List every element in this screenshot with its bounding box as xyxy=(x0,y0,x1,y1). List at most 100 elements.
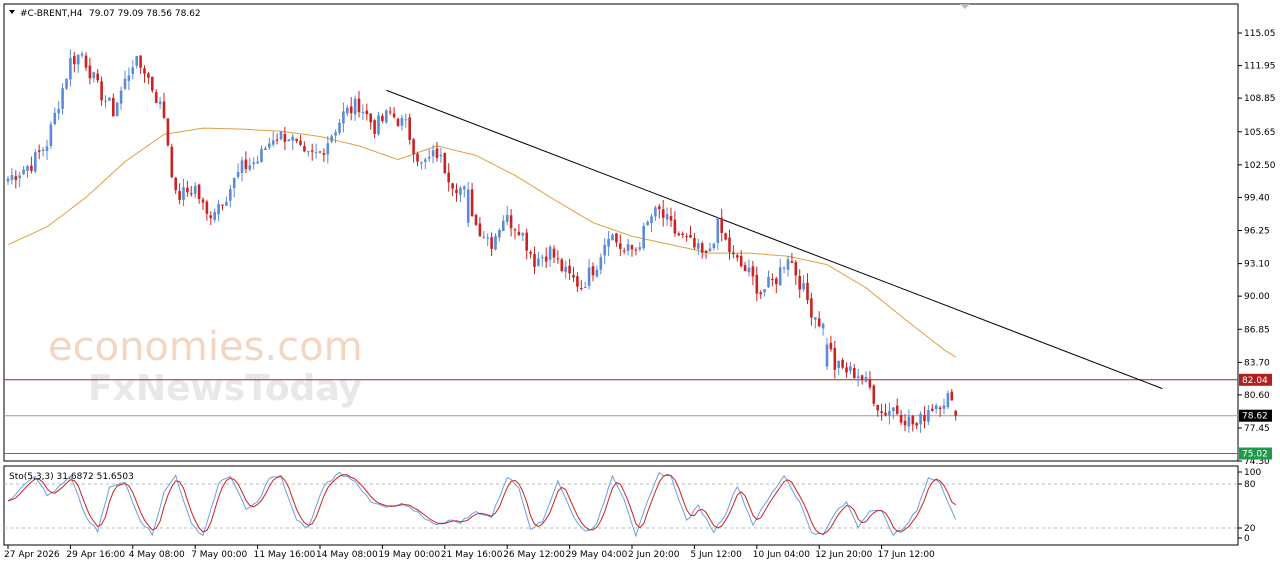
candle xyxy=(899,410,903,425)
y-tick-label: 108.85 xyxy=(1244,94,1276,104)
candle-body xyxy=(927,410,930,422)
candle-body xyxy=(213,212,216,220)
candle xyxy=(76,54,80,73)
candle xyxy=(408,113,411,145)
candle xyxy=(490,232,493,257)
candle-body xyxy=(478,223,482,237)
candle xyxy=(860,374,864,385)
candle-body xyxy=(775,278,778,285)
candle xyxy=(10,168,14,185)
candle-body xyxy=(232,178,236,189)
candle xyxy=(732,245,735,259)
candle xyxy=(763,288,766,297)
candle-body xyxy=(346,107,349,114)
y-tick-label: 111.95 xyxy=(1244,62,1276,72)
candle-body xyxy=(650,216,653,223)
candle xyxy=(907,409,911,433)
candle xyxy=(814,316,817,329)
candle xyxy=(934,403,938,414)
candle xyxy=(884,403,887,417)
candle xyxy=(505,205,509,226)
candle-body xyxy=(115,102,119,116)
candle-body xyxy=(84,55,88,68)
candle-body xyxy=(810,298,813,318)
candle-body xyxy=(806,282,809,301)
candle xyxy=(377,111,380,136)
candle-body xyxy=(892,407,895,412)
candle xyxy=(459,185,462,203)
dropdown-triangle-icon[interactable] xyxy=(9,10,15,14)
candle xyxy=(775,276,778,294)
candle xyxy=(782,266,786,274)
candle xyxy=(802,275,805,292)
candle-body xyxy=(864,377,868,382)
candle xyxy=(463,185,466,198)
candle xyxy=(837,360,840,375)
candle xyxy=(786,255,790,277)
candle xyxy=(568,258,571,280)
candle xyxy=(104,95,107,108)
candle-body xyxy=(186,187,189,193)
candle-body xyxy=(147,73,150,78)
candle xyxy=(225,196,228,206)
candle xyxy=(96,68,99,84)
candle-body xyxy=(739,255,743,267)
candle xyxy=(915,421,918,430)
candle-body xyxy=(841,360,844,368)
candle xyxy=(697,238,700,256)
candle-body xyxy=(416,153,419,162)
candle-body xyxy=(716,217,720,243)
candle xyxy=(100,76,103,106)
candle-body xyxy=(455,189,458,194)
y-tick-label: 115.05 xyxy=(1244,29,1276,39)
candle xyxy=(599,253,603,275)
candle xyxy=(268,137,271,150)
stoch-y-tick-label: 20 xyxy=(1244,524,1256,534)
candle xyxy=(903,414,907,432)
candle xyxy=(673,211,677,237)
candle xyxy=(291,133,294,151)
candle xyxy=(287,139,291,142)
candle xyxy=(443,152,447,174)
candle-body xyxy=(451,183,454,189)
candle-body xyxy=(420,162,423,164)
candle-body xyxy=(537,258,540,266)
trendline[interactable] xyxy=(386,89,1163,390)
candle xyxy=(521,232,525,242)
candle-body xyxy=(190,193,193,195)
candle xyxy=(361,104,365,121)
candle-body xyxy=(334,132,337,136)
candle xyxy=(634,247,638,256)
candle xyxy=(736,253,739,262)
candle xyxy=(607,231,610,256)
candle-body xyxy=(108,97,111,101)
candle-body xyxy=(899,414,903,423)
candle xyxy=(147,71,150,85)
candle xyxy=(342,102,345,133)
candle-body xyxy=(712,243,716,249)
candle xyxy=(158,96,162,109)
symbol-label: #C-BRENT,H4 xyxy=(20,9,83,19)
candle xyxy=(720,208,723,242)
candle xyxy=(509,209,513,237)
candle-body xyxy=(950,391,954,401)
candle-body xyxy=(252,162,255,165)
candle xyxy=(560,257,564,273)
candle-body xyxy=(880,411,883,414)
candle xyxy=(942,398,946,415)
candle xyxy=(615,233,618,247)
candle xyxy=(396,117,400,127)
candle-body xyxy=(502,220,505,231)
axis-layer: 115.05 111.95 108.85 105.65 102.50 99.40 96.25… xyxy=(4,29,1276,560)
candle xyxy=(229,185,232,208)
stoch-signal-line xyxy=(7,473,956,535)
candle xyxy=(190,185,193,197)
candle xyxy=(381,113,384,124)
candle xyxy=(69,49,72,87)
candle-body xyxy=(193,186,197,194)
candle xyxy=(502,215,505,231)
candle-body xyxy=(314,152,318,154)
candle-body xyxy=(529,251,532,254)
